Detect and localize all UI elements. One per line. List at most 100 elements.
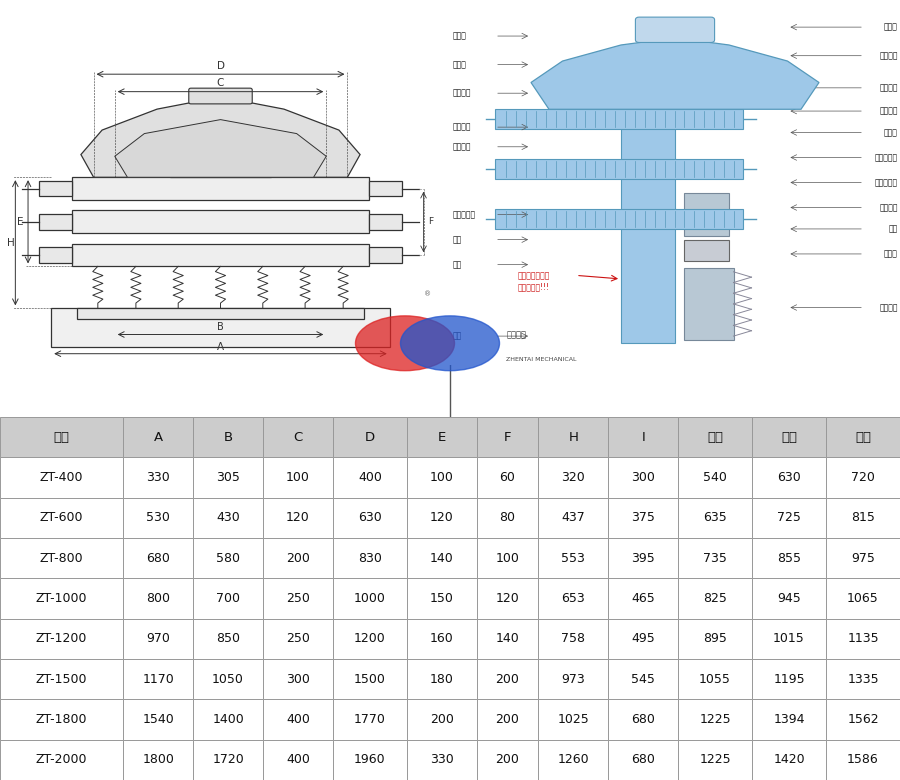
Text: 970: 970 — [147, 633, 170, 645]
Bar — [39, 181, 72, 197]
Bar — [538, 498, 608, 538]
Bar — [477, 659, 538, 700]
Bar — [123, 498, 194, 538]
Text: 1800: 1800 — [142, 753, 175, 766]
Text: 1770: 1770 — [354, 713, 386, 726]
Bar — [194, 700, 263, 739]
Text: 700: 700 — [216, 592, 240, 605]
Text: 140: 140 — [496, 633, 519, 645]
Bar — [538, 619, 608, 659]
Bar — [194, 498, 263, 538]
Text: 495: 495 — [631, 633, 655, 645]
Text: F: F — [504, 431, 511, 444]
Text: 1540: 1540 — [142, 713, 174, 726]
Text: A: A — [154, 431, 163, 444]
Text: 540: 540 — [703, 471, 727, 484]
Text: 140: 140 — [430, 551, 454, 565]
Text: 120: 120 — [430, 512, 454, 524]
Text: 630: 630 — [778, 471, 801, 484]
Bar — [194, 739, 263, 780]
Bar — [0, 457, 123, 498]
Bar — [608, 498, 678, 538]
Text: 830: 830 — [358, 551, 382, 565]
Bar — [263, 739, 333, 780]
Bar — [752, 739, 826, 780]
Text: 815: 815 — [851, 512, 875, 524]
Text: 855: 855 — [777, 551, 801, 565]
Bar — [752, 538, 826, 578]
Bar — [194, 538, 263, 578]
Bar — [826, 700, 900, 739]
Text: 680: 680 — [631, 753, 655, 766]
Text: 1960: 1960 — [354, 753, 386, 766]
Text: 720: 720 — [851, 471, 875, 484]
Text: 一般结构图: 一般结构图 — [645, 381, 705, 400]
Bar — [123, 578, 194, 619]
Text: 400: 400 — [358, 471, 382, 484]
Text: 三层: 三层 — [855, 431, 871, 444]
Text: 200: 200 — [286, 551, 310, 565]
Bar — [407, 538, 477, 578]
Text: F: F — [428, 218, 433, 226]
Text: 200: 200 — [496, 753, 519, 766]
Bar — [826, 619, 900, 659]
FancyBboxPatch shape — [635, 17, 715, 42]
Text: 330: 330 — [147, 471, 170, 484]
Text: 1260: 1260 — [557, 753, 590, 766]
Text: ZT-1500: ZT-1500 — [36, 672, 87, 686]
Bar — [123, 457, 194, 498]
Text: 筛网法兰: 筛网法兰 — [879, 107, 898, 115]
Text: D: D — [364, 431, 375, 444]
Text: 运输用固定螺栓
试机时去掉!!!: 运输用固定螺栓 试机时去掉!!! — [518, 271, 550, 291]
Text: 弹簧: 弹簧 — [452, 261, 462, 269]
Text: 895: 895 — [703, 633, 727, 645]
Text: 758: 758 — [562, 633, 585, 645]
Bar — [407, 659, 477, 700]
Bar — [678, 739, 752, 780]
Bar — [333, 700, 407, 739]
Text: 电动机: 电动机 — [884, 250, 898, 258]
Bar — [477, 578, 538, 619]
Text: 辅助筛网: 辅助筛网 — [879, 83, 898, 92]
Bar — [39, 247, 72, 263]
Text: I: I — [642, 431, 645, 444]
Bar — [752, 619, 826, 659]
Bar — [495, 109, 742, 129]
Text: 400: 400 — [286, 713, 310, 726]
Text: 进料口: 进料口 — [884, 23, 898, 32]
Text: 680: 680 — [147, 551, 170, 565]
Text: 防尘盖: 防尘盖 — [452, 31, 466, 41]
Bar — [407, 578, 477, 619]
Text: 压紧环: 压紧环 — [452, 60, 466, 69]
Text: 395: 395 — [631, 551, 655, 565]
Bar — [678, 538, 752, 578]
Bar — [538, 739, 608, 780]
Text: B: B — [217, 322, 224, 332]
Bar — [678, 417, 752, 457]
Bar — [123, 538, 194, 578]
Bar — [333, 659, 407, 700]
Text: 330: 330 — [430, 753, 454, 766]
Bar — [826, 578, 900, 619]
Text: 上部重锤: 上部重锤 — [879, 203, 898, 212]
Bar — [407, 700, 477, 739]
Text: C: C — [217, 78, 224, 88]
Bar — [684, 239, 729, 261]
Text: 底座: 底座 — [452, 332, 462, 341]
Bar — [72, 177, 369, 200]
Bar — [0, 739, 123, 780]
Text: 320: 320 — [562, 471, 585, 484]
Bar — [407, 417, 477, 457]
Text: 850: 850 — [216, 633, 240, 645]
Text: 200: 200 — [496, 713, 519, 726]
Bar — [72, 243, 369, 266]
Text: 545: 545 — [631, 672, 655, 686]
Text: 250: 250 — [286, 633, 310, 645]
Bar — [263, 659, 333, 700]
Text: 975: 975 — [851, 551, 875, 565]
Text: 底部框架: 底部框架 — [452, 142, 471, 151]
Bar — [826, 457, 900, 498]
Bar — [194, 578, 263, 619]
Text: ZT-2000: ZT-2000 — [36, 753, 87, 766]
Text: 1420: 1420 — [773, 753, 805, 766]
